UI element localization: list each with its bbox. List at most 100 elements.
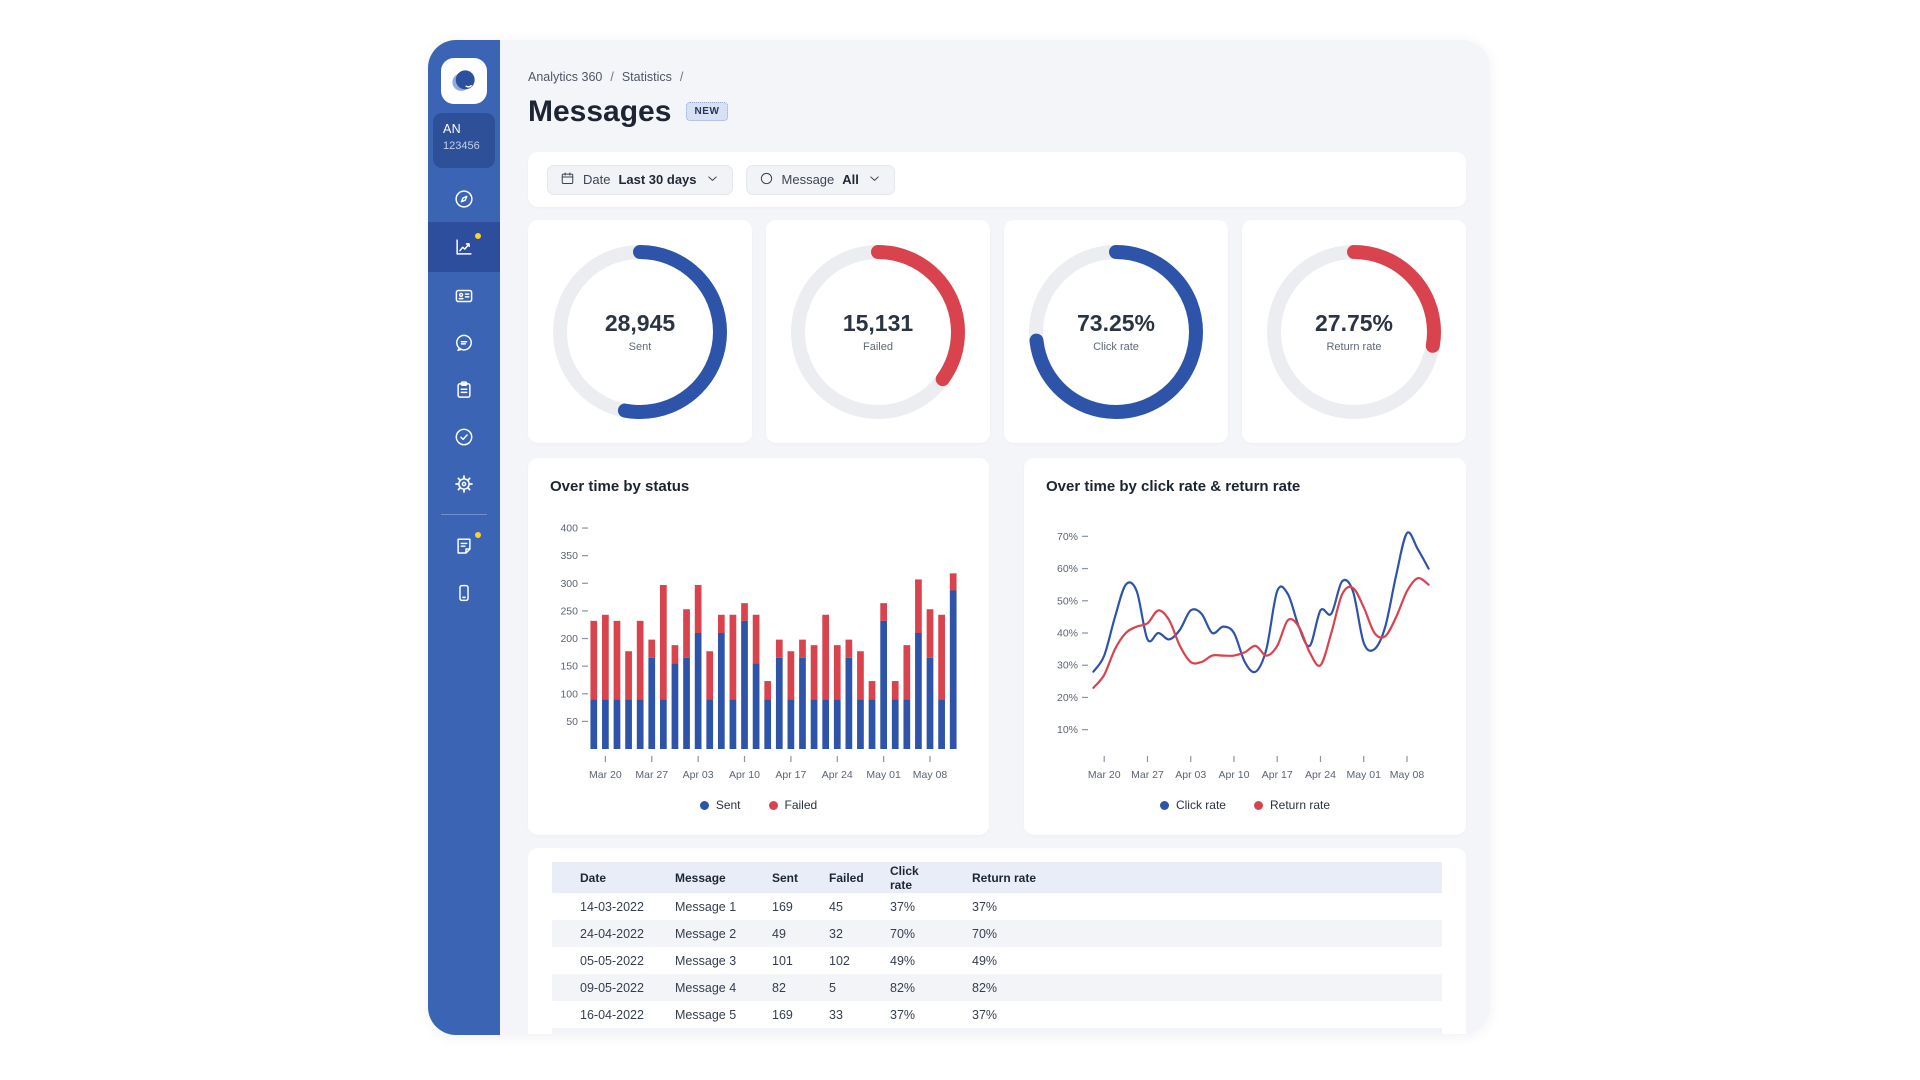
- breadcrumb-separator: /: [679, 70, 684, 84]
- svg-text:300: 300: [560, 578, 578, 590]
- account-id: 123456: [443, 140, 480, 152]
- breadcrumb-separator: /: [610, 70, 614, 84]
- notes-icon: [453, 531, 481, 557]
- chart-title: Over time by click rate & return rate: [1046, 478, 1301, 495]
- table-cell: 05-05-2022: [580, 953, 644, 968]
- svg-text:400: 400: [560, 523, 578, 535]
- svg-text:May 01: May 01: [1347, 769, 1382, 781]
- page-title: Messages: [528, 94, 672, 128]
- table-cell: 70%: [972, 926, 998, 941]
- calendar-icon: [560, 171, 575, 189]
- donut-gauge: 28,945 Sent: [552, 244, 728, 420]
- legend-label: Return rate: [1269, 798, 1331, 812]
- sidebar-item-target-check[interactable]: [428, 413, 500, 460]
- app-window: AN 123456 Analytics 360 / Statistics / Mess…: [428, 40, 1490, 1035]
- table-cell: Message 1: [675, 899, 737, 914]
- account-initials: AN: [443, 122, 461, 136]
- svg-text:200: 200: [560, 633, 578, 645]
- sidebar-nav: [428, 175, 500, 616]
- messages-table: Date Message Sent Failed Click rate Return ra…: [552, 862, 1442, 1034]
- column-header: Failed: [829, 870, 864, 885]
- breadcrumb-link[interactable]: Statistics: [621, 70, 672, 84]
- table-cell: 14-03-2022: [580, 899, 644, 914]
- sidebar-item-settings[interactable]: [428, 460, 500, 507]
- message-type-icon: [759, 171, 774, 189]
- donut-gauge: 27.75% Return rate: [1266, 244, 1442, 420]
- table-cell: 24-04-2022: [580, 926, 644, 941]
- message-filter-value: All: [842, 172, 859, 187]
- status-chart-card: Over time by status 50 100 150 200 250 300 350…: [528, 458, 989, 835]
- table-cell: Message 4: [675, 980, 737, 995]
- column-header: Message: [675, 870, 726, 885]
- stat-value: 27.75%: [1314, 310, 1393, 336]
- svg-text:150: 150: [560, 661, 578, 673]
- chat-icon: [453, 332, 475, 354]
- chart-title: Over time by status: [550, 478, 690, 495]
- svg-text:May 08: May 08: [1390, 769, 1425, 781]
- svg-text:20%: 20%: [1057, 692, 1078, 704]
- table-row: 14-03-2022 Message 1 169 45 37% 37%: [552, 893, 1442, 920]
- table-cell: 37%: [972, 899, 998, 914]
- table-cell: 37%: [972, 1007, 998, 1022]
- table-cell: 16-04-2022: [580, 1007, 644, 1022]
- stat-card-sent: 28,945 Sent: [528, 220, 752, 443]
- stats-row: 28,945 Sent 15,131 Failed 73.25% Click rate 27…: [528, 220, 1466, 443]
- donut-gauge: 15,131 Failed: [790, 244, 966, 420]
- legend-item: Failed: [768, 798, 817, 812]
- table-row: 05-05-2022 Message 3 101 102 49% 49%: [552, 947, 1442, 974]
- app-logo[interactable]: [441, 58, 487, 104]
- breadcrumb-link[interactable]: Analytics 360: [528, 70, 603, 84]
- chart-legend: Click rate Return rate: [1046, 798, 1444, 812]
- stat-label: Failed: [863, 341, 893, 353]
- column-header: Date: [580, 870, 607, 885]
- table-cell: 169: [772, 899, 793, 914]
- table-cell: 49%: [890, 953, 916, 968]
- title-row: Messages NEW: [528, 93, 1466, 130]
- svg-text:60%: 60%: [1057, 563, 1078, 575]
- sidebar-item-analytics[interactable]: [428, 222, 500, 272]
- table-row: 24-04-2022 Message 2 49 32 70% 70%: [552, 920, 1442, 947]
- stat-value: 73.25%: [1076, 310, 1155, 336]
- donut-ring: [553, 244, 727, 419]
- svg-text:Mar 27: Mar 27: [1131, 769, 1164, 781]
- sidebar: AN 123456: [428, 40, 500, 1035]
- mobile-icon: [453, 582, 475, 604]
- table-cell: 82%: [890, 980, 916, 995]
- legend-label: Sent: [715, 798, 741, 812]
- legend-dot: [1159, 800, 1169, 810]
- svg-text:Apr 17: Apr 17: [1262, 769, 1293, 781]
- chevron-down-icon: [867, 171, 882, 189]
- stat-value: 28,945: [604, 310, 676, 336]
- svg-text:350: 350: [560, 550, 578, 562]
- sidebar-item-clipboard[interactable]: [428, 366, 500, 413]
- target-check-icon: [453, 426, 475, 448]
- svg-text:Apr 24: Apr 24: [822, 769, 853, 781]
- table-cell: 49%: [972, 953, 998, 968]
- column-header: Sent: [772, 870, 799, 885]
- table-cell: 09-05-2022: [580, 980, 644, 995]
- svg-text:70%: 70%: [1057, 531, 1078, 543]
- account-switcher[interactable]: AN 123456: [433, 113, 495, 168]
- bar-chart-svg: 50 100 150 200 250 300 350 400 Mar 20 Mar 27 Apr 0…: [560, 523, 957, 781]
- svg-text:May 01: May 01: [866, 769, 901, 781]
- sidebar-item-chat[interactable]: [428, 319, 500, 366]
- table-cell: Message 3: [675, 953, 737, 968]
- svg-text:40%: 40%: [1057, 628, 1078, 640]
- message-filter-button[interactable]: Message All: [745, 164, 895, 195]
- table-cell: 45: [829, 899, 843, 914]
- contact-card-icon: [453, 285, 475, 307]
- svg-text:Apr 03: Apr 03: [1175, 769, 1206, 781]
- date-filter-button[interactable]: Date Last 30 days: [547, 164, 733, 195]
- svg-text:Apr 10: Apr 10: [729, 769, 760, 781]
- table-cell: Message 2: [675, 926, 737, 941]
- svg-text:250: 250: [560, 605, 578, 617]
- sidebar-divider: [441, 514, 487, 515]
- stat-label: Click rate: [1093, 341, 1139, 353]
- column-header: Return rate: [972, 870, 1037, 885]
- legend-dot: [1253, 800, 1263, 810]
- rates-chart-card: Over time by click rate & return rate 10…: [1024, 458, 1466, 835]
- sidebar-item-mobile[interactable]: [428, 569, 500, 616]
- sidebar-item-compass[interactable]: [428, 175, 500, 222]
- sidebar-item-notes[interactable]: [428, 522, 500, 569]
- sidebar-item-contact-card[interactable]: [428, 272, 500, 319]
